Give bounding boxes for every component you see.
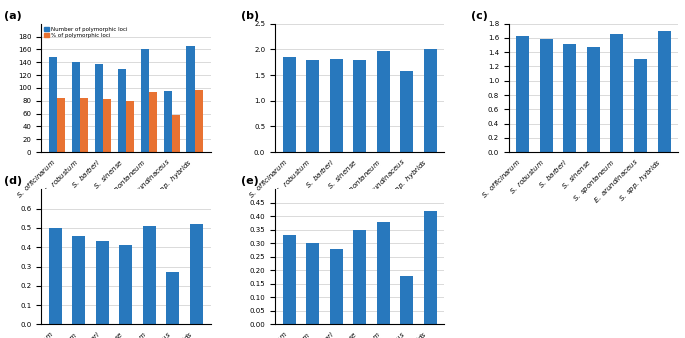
Text: (a): (a) [4, 10, 21, 21]
Bar [424, 211, 437, 324]
Bar [96, 241, 109, 324]
Text: (e): (e) [241, 176, 259, 186]
Bar [149, 92, 157, 152]
Bar [49, 228, 62, 324]
Bar [186, 46, 195, 152]
Bar [166, 272, 179, 324]
Bar [95, 64, 103, 152]
Bar [140, 49, 149, 152]
Bar [195, 90, 203, 152]
Bar [377, 222, 390, 324]
Bar [190, 224, 203, 324]
Text: (c): (c) [471, 10, 488, 21]
Bar [118, 69, 126, 152]
Bar [57, 97, 65, 152]
Bar [119, 245, 132, 324]
Bar [564, 44, 576, 152]
Text: (d): (d) [4, 176, 22, 186]
Bar [72, 62, 80, 152]
Legend: Number of polymorphic loci, % of polymorphic loci: Number of polymorphic loci, % of polymor… [44, 26, 127, 39]
Bar [587, 47, 600, 152]
Bar [80, 98, 88, 152]
Bar [329, 249, 342, 324]
Bar [282, 56, 295, 152]
Bar [306, 59, 319, 152]
Bar [610, 34, 623, 152]
Bar [634, 59, 647, 152]
Bar [172, 116, 179, 152]
Bar [377, 51, 390, 152]
Bar [329, 58, 342, 152]
Bar [143, 226, 155, 324]
Bar [540, 39, 553, 152]
Bar [73, 236, 85, 324]
Bar [126, 101, 134, 152]
Bar [353, 59, 366, 152]
Bar [400, 276, 413, 324]
Bar [516, 36, 530, 152]
Bar [353, 230, 366, 324]
Bar [282, 235, 295, 324]
Bar [424, 49, 437, 152]
Bar [49, 57, 57, 152]
Bar [400, 71, 413, 152]
Bar [103, 99, 111, 152]
Text: (b): (b) [241, 10, 259, 21]
Bar [658, 31, 671, 152]
Bar [306, 243, 319, 324]
Bar [164, 91, 172, 152]
